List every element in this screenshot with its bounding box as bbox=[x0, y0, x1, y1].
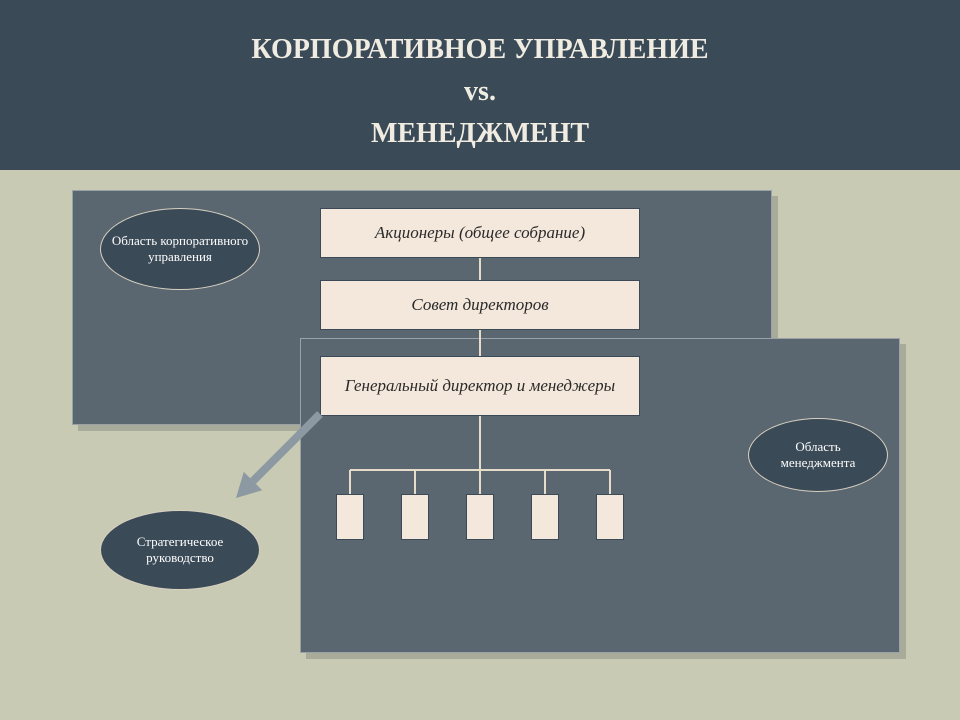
header-line-3: МЕНЕДЖМЕНТ bbox=[371, 118, 589, 150]
org-drop-line bbox=[349, 470, 351, 494]
diagram-stage: КОРПОРАТИВНОЕ УПРАВЛЕНИЕ vs. МЕНЕДЖМЕНТ … bbox=[0, 0, 960, 720]
org-drop-line bbox=[609, 470, 611, 494]
header-line-2: vs. bbox=[464, 76, 496, 108]
org-unit-box bbox=[531, 494, 559, 540]
box-text: Генеральный директор и менеджеры bbox=[345, 376, 615, 396]
board-box: Совет директоров bbox=[320, 280, 640, 330]
org-drop-line bbox=[414, 470, 416, 494]
box-text: Совет директоров bbox=[411, 295, 548, 315]
org-unit-box bbox=[336, 494, 364, 540]
oval-text: Стратегическое руководство bbox=[111, 534, 249, 567]
org-unit-box bbox=[401, 494, 429, 540]
shareholders-box: Акционеры (общее собрание) bbox=[320, 208, 640, 258]
strategic-leadership-oval: Стратегическое руководство bbox=[100, 510, 260, 590]
org-drop-line bbox=[544, 470, 546, 494]
header-line-1: КОРПОРАТИВНОЕ УПРАВЛЕНИЕ bbox=[251, 34, 708, 66]
org-unit-box bbox=[466, 494, 494, 540]
slide-header: КОРПОРАТИВНОЕ УПРАВЛЕНИЕ vs. МЕНЕДЖМЕНТ bbox=[0, 0, 960, 170]
oval-text: Область менеджмента bbox=[759, 439, 877, 472]
box-text: Акционеры (общее собрание) bbox=[375, 223, 585, 243]
org-drop-line bbox=[479, 470, 481, 494]
oval-text: Область корпоративного управления bbox=[111, 233, 249, 266]
org-unit-box bbox=[596, 494, 624, 540]
connector-line bbox=[479, 330, 481, 356]
ceo-managers-box: Генеральный директор и менеджеры bbox=[320, 356, 640, 416]
governance-area-oval: Область корпоративного управления bbox=[100, 208, 260, 290]
org-trunk-line bbox=[479, 416, 481, 470]
management-area-oval: Область менеджмента bbox=[748, 418, 888, 492]
connector-line bbox=[479, 258, 481, 280]
